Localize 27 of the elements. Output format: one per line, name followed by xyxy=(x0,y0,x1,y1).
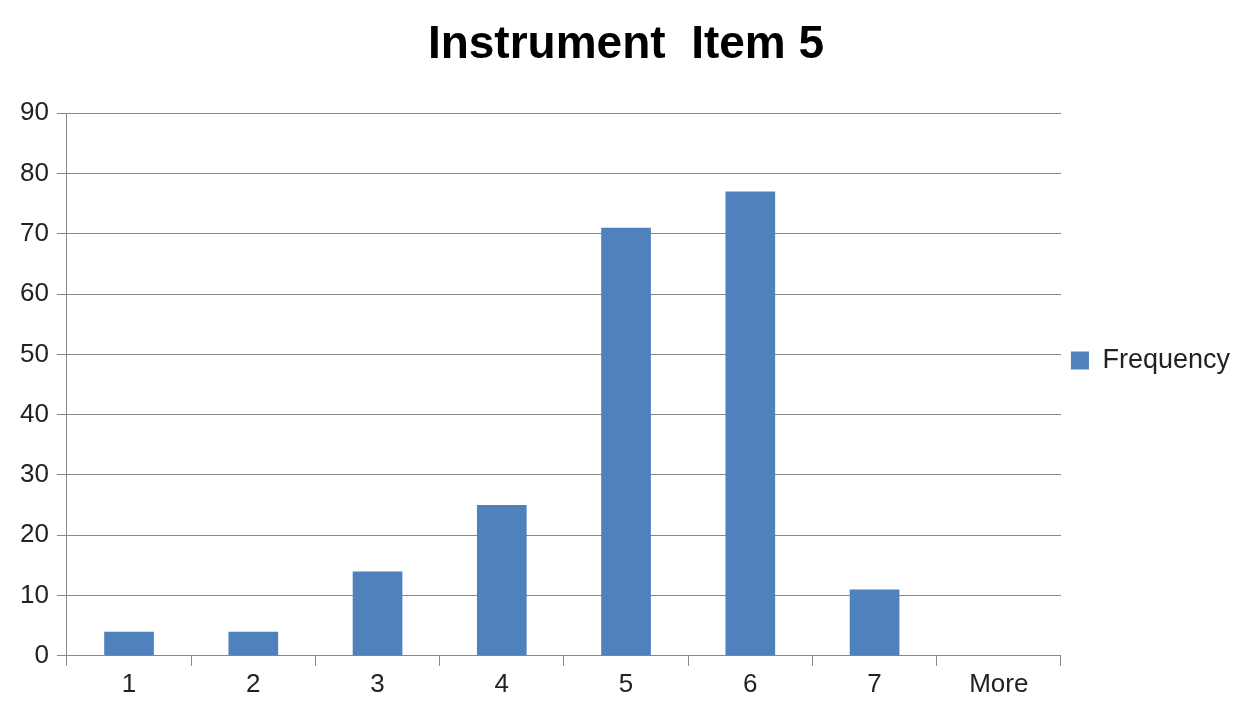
y-tick-label: 90 xyxy=(20,96,49,127)
x-tick-label: 4 xyxy=(494,667,510,698)
y-tick-label: 70 xyxy=(20,216,49,247)
bar xyxy=(352,571,403,656)
bar xyxy=(725,191,776,656)
legend-label: Frequency xyxy=(1102,343,1231,374)
bar xyxy=(104,631,154,656)
x-tick-label: 1 xyxy=(121,667,137,698)
y-tick-label: 50 xyxy=(20,337,49,368)
bar xyxy=(228,631,279,656)
bar xyxy=(849,589,900,656)
y-tick-label: 30 xyxy=(20,458,49,489)
bar xyxy=(476,505,527,656)
x-tick-label: 5 xyxy=(618,667,634,698)
chart-title: Instrument Item 5 xyxy=(427,16,825,69)
y-tick-label: 40 xyxy=(20,397,49,428)
y-tick-label: 80 xyxy=(20,156,49,187)
x-tick-label: 2 xyxy=(246,667,261,698)
x-tick-label: 7 xyxy=(867,667,882,698)
y-tick-label: 10 xyxy=(20,578,49,609)
y-tick-label: 20 xyxy=(20,518,49,549)
y-tick-label: 0 xyxy=(34,638,49,669)
bar xyxy=(601,227,651,656)
x-tick-label: 3 xyxy=(370,667,385,698)
x-tick-label: More xyxy=(969,667,1029,698)
x-tick-label: 6 xyxy=(743,667,758,698)
y-tick-label: 60 xyxy=(20,277,49,308)
